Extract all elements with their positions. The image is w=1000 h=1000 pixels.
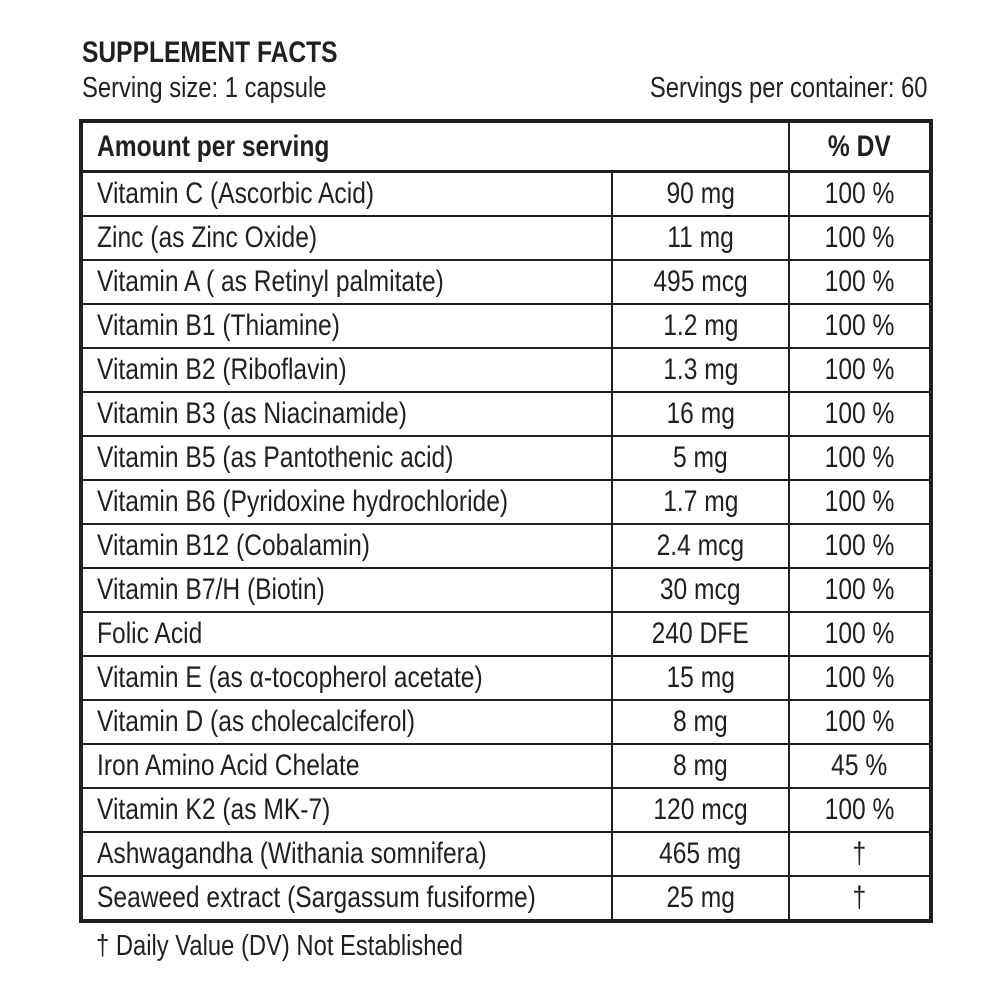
table-row: Ashwagandha (Withania somnifera) 465 mg † xyxy=(80,831,932,877)
nutrient-name: Vitamin C (Ascorbic Acid) xyxy=(80,170,613,217)
amount: 2.4 mcg xyxy=(611,523,790,569)
table-row: Zinc (as Zinc Oxide) 11 mg 100 % xyxy=(80,215,932,261)
percent-dv: † xyxy=(788,831,932,877)
supplement-facts-table: Amount per serving % DV Vitamin C (Ascor… xyxy=(79,119,933,923)
nutrient-name: Vitamin K2 (as MK-7) xyxy=(80,787,613,833)
serving-size: Serving size: 1 capsule xyxy=(82,72,327,104)
table-row: Vitamin D (as cholecalciferol) 8 mg 100 % xyxy=(80,699,932,745)
nutrient-name: Iron Amino Acid Chelate xyxy=(80,743,613,789)
percent-dv: 100 % xyxy=(788,170,932,217)
amount: 1.2 mg xyxy=(611,303,790,349)
nutrient-name: Vitamin B5 (as Pantothenic acid) xyxy=(80,435,613,481)
amount: 5 mg xyxy=(611,435,790,481)
nutrient-name: Vitamin D (as cholecalciferol) xyxy=(80,699,613,745)
nutrient-name: Folic Acid xyxy=(80,611,613,657)
header-dv: % DV xyxy=(788,120,932,173)
amount: 495 mcg xyxy=(611,259,790,305)
table-row: Vitamin B7/H (Biotin) 30 mcg 100 % xyxy=(80,567,932,613)
percent-dv: 100 % xyxy=(788,699,932,745)
table-header: Amount per serving % DV xyxy=(80,120,932,173)
nutrient-name: Seaweed extract (Sargassum fusiforme) xyxy=(80,875,613,922)
percent-dv: 100 % xyxy=(788,655,932,701)
amount: 90 mg xyxy=(611,170,790,217)
nutrient-name: Vitamin E (as α-tocopherol acetate) xyxy=(80,655,613,701)
table-row: Vitamin B3 (as Niacinamide) 16 mg 100 % xyxy=(80,391,932,437)
table-row: Vitamin B5 (as Pantothenic acid) 5 mg 100 … xyxy=(80,435,932,481)
percent-dv: 100 % xyxy=(788,787,932,833)
nutrient-name: Vitamin A ( as Retinyl palmitate) xyxy=(80,259,613,305)
header-amount: Amount per serving xyxy=(80,120,790,173)
percent-dv: † xyxy=(788,875,932,922)
percent-dv: 100 % xyxy=(788,303,932,349)
table-row: Vitamin B2 (Riboflavin) 1.3 mg 100 % xyxy=(80,347,932,393)
amount: 120 mcg xyxy=(611,787,790,833)
nutrient-name: Vitamin B3 (as Niacinamide) xyxy=(80,391,613,437)
table-row: Vitamin B1 (Thiamine) 1.2 mg 100 % xyxy=(80,303,932,349)
amount: 11 mg xyxy=(611,215,790,261)
table-row: Vitamin C (Ascorbic Acid) 90 mg 100 % xyxy=(80,170,932,217)
table-row: Folic Acid 240 DFE 100 % xyxy=(80,611,932,657)
nutrient-name: Vitamin B7/H (Biotin) xyxy=(80,567,613,613)
percent-dv: 100 % xyxy=(788,523,932,569)
amount: 240 DFE xyxy=(611,611,790,657)
amount: 15 mg xyxy=(611,655,790,701)
table-row: Vitamin E (as α-tocopherol acetate) 15 mg… xyxy=(80,655,932,701)
amount: 465 mg xyxy=(611,831,790,877)
percent-dv: 100 % xyxy=(788,347,932,393)
percent-dv: 100 % xyxy=(788,611,932,657)
nutrient-name: Vitamin B1 (Thiamine) xyxy=(80,303,613,349)
percent-dv: 100 % xyxy=(788,391,932,437)
nutrient-name: Zinc (as Zinc Oxide) xyxy=(80,215,613,261)
percent-dv: 100 % xyxy=(788,479,932,525)
amount: 16 mg xyxy=(611,391,790,437)
amount: 8 mg xyxy=(611,699,790,745)
table-row: Vitamin A ( as Retinyl palmitate) 495 mcg… xyxy=(80,259,932,305)
table-row: Vitamin B6 (Pyridoxine hydrochloride) 1.7… xyxy=(80,479,932,525)
amount: 25 mg xyxy=(611,875,790,922)
servings-per-container: Servings per container: 60 xyxy=(650,72,928,104)
amount: 30 mcg xyxy=(611,567,790,613)
page-title: SUPPLEMENT FACTS xyxy=(82,36,338,69)
amount: 8 mg xyxy=(611,743,790,789)
nutrient-name: Vitamin B2 (Riboflavin) xyxy=(80,347,613,393)
percent-dv: 100 % xyxy=(788,567,932,613)
percent-dv: 100 % xyxy=(788,215,932,261)
table-row: Seaweed extract (Sargassum fusiforme) 25 … xyxy=(80,875,932,922)
percent-dv: 100 % xyxy=(788,435,932,481)
footnote: † Daily Value (DV) Not Established xyxy=(96,930,463,962)
table-row: Iron Amino Acid Chelate 8 mg 45 % xyxy=(80,743,932,789)
table-row: Vitamin K2 (as MK-7) 120 mcg 100 % xyxy=(80,787,932,833)
nutrient-name: Vitamin B6 (Pyridoxine hydrochloride) xyxy=(80,479,613,525)
nutrient-name: Ashwagandha (Withania somnifera) xyxy=(80,831,613,877)
percent-dv: 100 % xyxy=(788,259,932,305)
amount: 1.3 mg xyxy=(611,347,790,393)
table-row: Vitamin B12 (Cobalamin) 2.4 mcg 100 % xyxy=(80,523,932,569)
percent-dv: 45 % xyxy=(788,743,932,789)
nutrient-name: Vitamin B12 (Cobalamin) xyxy=(80,523,613,569)
amount: 1.7 mg xyxy=(611,479,790,525)
